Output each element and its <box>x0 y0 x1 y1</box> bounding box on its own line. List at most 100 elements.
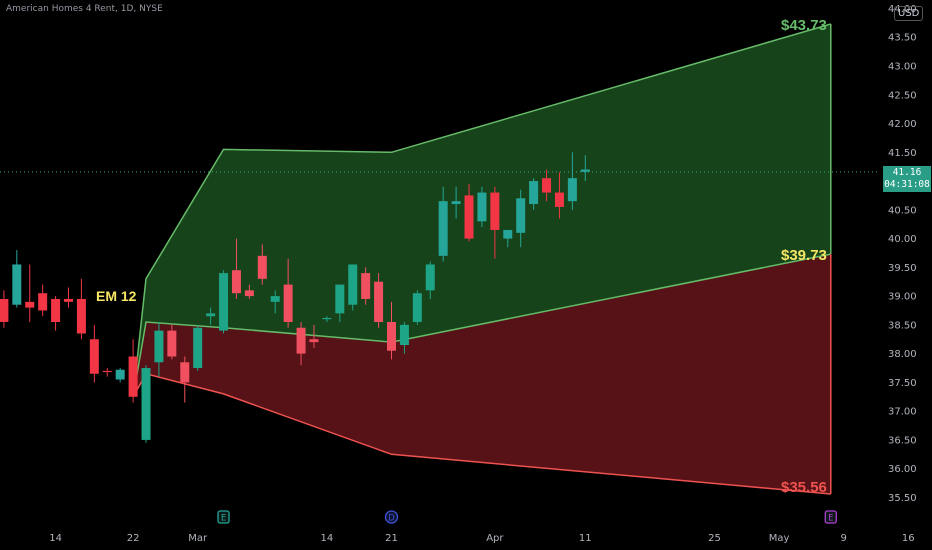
current-price-tag: 41.16 04:31:08 <box>883 166 931 192</box>
price-tick-label: 37.50 <box>888 378 917 389</box>
candle <box>76 278 86 340</box>
price-tick-label: 36.50 <box>888 435 917 446</box>
time-tick-label: Apr <box>486 533 504 544</box>
candle-body <box>167 330 177 357</box>
time-tick-label: 22 <box>127 533 140 544</box>
candle-body <box>542 178 552 193</box>
candle <box>490 186 500 259</box>
candle <box>554 172 564 219</box>
candle-body <box>296 327 306 354</box>
candle-body <box>516 198 526 233</box>
candle <box>503 229 513 248</box>
time-axis-background <box>0 525 878 550</box>
candle <box>477 186 487 228</box>
candle <box>25 264 35 322</box>
earnings-marker[interactable]: E <box>824 510 837 524</box>
candle <box>154 321 164 377</box>
earnings-marker[interactable]: E <box>217 510 230 524</box>
upper-band-line <box>132 23 832 397</box>
candle <box>0 290 9 328</box>
price-tick-label: 39.50 <box>888 263 917 274</box>
time-tick-label: 14 <box>49 533 62 544</box>
currency-button[interactable]: USD <box>894 6 924 21</box>
price-axis-background <box>878 0 932 550</box>
dividend-marker[interactable]: D <box>384 510 399 524</box>
price-tick-label: 37.00 <box>888 407 917 418</box>
candle <box>567 152 577 210</box>
candle <box>283 258 293 328</box>
candle <box>296 321 306 366</box>
candle <box>322 316 332 322</box>
candle <box>348 264 358 311</box>
candle-body <box>412 293 422 322</box>
chart-legend-title: American Homes 4 Rent, 1D, NYSE <box>6 4 163 14</box>
candle-body <box>141 368 151 440</box>
lower-target-label: $35.56 <box>781 479 827 496</box>
time-tick-label: 11 <box>579 533 592 544</box>
middle-target-label: $39.73 <box>781 247 827 264</box>
candle <box>425 261 435 299</box>
candle-body <box>89 339 99 374</box>
candle <box>309 324 319 348</box>
candle-body <box>76 298 86 334</box>
candle <box>516 189 526 248</box>
candle <box>180 356 190 403</box>
price-tick-label: 42.00 <box>888 119 917 130</box>
candle <box>412 290 422 325</box>
candle <box>387 301 396 360</box>
candle <box>89 324 99 383</box>
candle <box>374 273 384 328</box>
candle-body <box>580 169 590 172</box>
price-tick-label: 42.50 <box>888 90 917 101</box>
price-tick-label: 38.00 <box>888 349 917 360</box>
candle-body <box>503 229 513 239</box>
candle <box>128 339 138 403</box>
candle-body <box>38 293 48 311</box>
candle <box>529 178 539 210</box>
candle-body <box>374 281 384 322</box>
time-tick-label: May <box>769 533 790 544</box>
annotations: EM 12 $43.73 $39.73 $35.56 <box>96 17 827 496</box>
candle-body <box>154 330 164 363</box>
candle-body <box>309 339 319 343</box>
candle <box>141 365 151 443</box>
expected-move-areas <box>133 24 831 494</box>
price-tick-label: 38.50 <box>888 320 917 331</box>
upper-target-label: $43.73 <box>781 17 827 34</box>
candle <box>438 186 448 262</box>
candle <box>38 284 48 317</box>
candles <box>0 152 590 443</box>
price-tick-label: 41.50 <box>888 148 917 159</box>
candle-body <box>490 192 500 230</box>
candle <box>167 324 177 360</box>
em-12-label: EM 12 <box>96 288 137 304</box>
candle-body <box>270 296 280 302</box>
candle-body <box>438 201 448 256</box>
candle-body <box>102 370 112 373</box>
candle-body <box>180 362 190 383</box>
candle <box>270 290 280 314</box>
time-tick-label: 14 <box>321 533 334 544</box>
candle-body <box>464 195 474 239</box>
time-axis[interactable]: 14 22 Mar 14 21 Apr 11 25 May 9 16 <box>0 525 915 550</box>
candle <box>464 183 474 242</box>
candle <box>219 270 229 334</box>
candle <box>51 296 61 331</box>
bar-countdown-label: 04:31:08 <box>884 179 930 190</box>
candle-body <box>451 201 461 205</box>
price-tick-label: 40.50 <box>888 205 917 216</box>
candle-body <box>219 273 229 331</box>
price-axis[interactable]: 44.0043.5043.0042.5042.0041.5041.0040.50… <box>878 0 932 550</box>
candle <box>335 284 345 322</box>
current-price-label: 41.16 <box>892 167 922 178</box>
candle-body <box>115 369 125 380</box>
candle <box>102 368 112 377</box>
candle-body <box>283 284 293 322</box>
candle-body <box>425 264 435 291</box>
marker-letter: E <box>221 514 226 524</box>
candle <box>115 368 125 383</box>
candle-body <box>387 321 396 351</box>
time-tick-label: Mar <box>188 533 208 544</box>
